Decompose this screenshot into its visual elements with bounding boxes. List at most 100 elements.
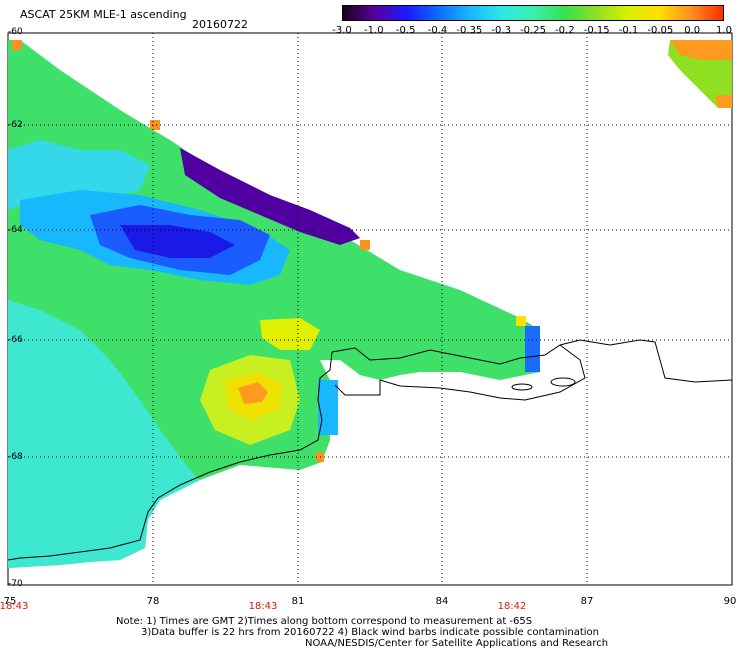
- colorbar-swatch: [523, 5, 528, 21]
- y-label: -68: [8, 452, 23, 462]
- note-line-3: NOAA/NESDIS/Center for Satellite Applica…: [305, 638, 609, 649]
- colorbar-swatch: [625, 5, 630, 21]
- colorbar-swatch: [650, 5, 655, 21]
- colorbar-swatch: [682, 5, 687, 21]
- colorbar-swatch: [599, 5, 604, 21]
- colorbar-swatch: [434, 5, 439, 21]
- colorbar-label: 1.0: [716, 25, 732, 36]
- colorbar-label: -0.35: [456, 25, 483, 36]
- colorbar-swatch: [539, 5, 544, 21]
- colorbar-label: -0.3: [491, 25, 511, 36]
- colorbar-swatch: [552, 5, 556, 21]
- colorbar-swatch: [698, 5, 703, 21]
- colorbar-label: -0.2: [555, 25, 575, 36]
- colorbar-swatch: [529, 5, 534, 21]
- colorbar-swatch: [462, 5, 467, 21]
- colorbar-swatch: [357, 5, 362, 21]
- colorbar-swatch: [377, 5, 381, 21]
- y-label: -62: [8, 120, 23, 130]
- colorbar-swatch: [392, 5, 397, 21]
- colorbar-swatch: [590, 5, 595, 21]
- colorbar-swatch: [380, 5, 384, 21]
- colorbar-swatch: [421, 5, 426, 21]
- colorbar-label: -0.25: [520, 25, 546, 36]
- colorbar-label: -0.15: [583, 25, 610, 36]
- colorbar-swatch: [673, 5, 677, 21]
- colorbar-swatch: [583, 5, 588, 21]
- x-label: 78: [146, 596, 160, 607]
- colorbar-swatch: [647, 5, 652, 21]
- x-label: 87: [580, 596, 594, 607]
- colorbar-swatch: [513, 5, 518, 21]
- x-label: 84: [435, 596, 449, 607]
- colorbar-swatch: [701, 5, 706, 21]
- colorbar-swatch: [386, 5, 391, 21]
- colorbar-swatch: [638, 5, 642, 21]
- colorbar-swatch: [593, 5, 598, 21]
- time-label: 18:42: [497, 601, 527, 612]
- colorbar-swatch: [603, 5, 607, 21]
- colorbar-swatch: [472, 5, 477, 21]
- colorbar-swatch: [622, 5, 626, 21]
- colorbar-swatch: [714, 5, 719, 21]
- colorbar-swatch: [354, 5, 359, 21]
- time-label: 18:43: [248, 601, 278, 612]
- colorbar-swatch: [628, 5, 633, 21]
- colorbar-swatch: [412, 5, 416, 21]
- colorbar-label: -0.1: [618, 25, 639, 36]
- colorbar-swatch: [447, 5, 451, 21]
- colorbar-swatch: [555, 5, 560, 21]
- colorbar-swatch: [685, 5, 690, 21]
- colorbar-swatch: [577, 5, 582, 21]
- colorbar-swatch: [475, 5, 480, 21]
- colorbar-swatch: [367, 5, 372, 21]
- colorbar-swatch: [342, 5, 346, 21]
- colorbar-swatch: [478, 5, 483, 21]
- colorbar-swatch: [634, 5, 639, 21]
- colorbar-swatch: [427, 5, 432, 21]
- colorbar-swatch: [507, 5, 512, 21]
- colorbar-swatch: [402, 5, 407, 21]
- colorbar-swatch: [660, 5, 665, 21]
- colorbar-swatch: [653, 5, 658, 21]
- colorbar-swatch: [631, 5, 636, 21]
- colorbar-swatch: [459, 5, 464, 21]
- colorbar-swatch: [564, 5, 569, 21]
- colorbar-swatch: [348, 5, 353, 21]
- colorbar-swatch: [408, 5, 413, 21]
- colorbar-swatch: [669, 5, 674, 21]
- colorbar-swatch: [580, 5, 585, 21]
- colorbar-swatch: [443, 5, 448, 21]
- colorbar-swatch: [491, 5, 496, 21]
- colorbar-swatch: [501, 5, 505, 21]
- colorbar-swatch: [389, 5, 394, 21]
- colorbar-label: -0.05: [647, 25, 674, 36]
- colorbar-label: -3.0: [332, 25, 352, 36]
- colorbar-swatch: [494, 5, 499, 21]
- gridlines: [8, 33, 732, 585]
- colorbar-swatch: [482, 5, 486, 21]
- x-label: 75: [3, 596, 17, 607]
- colorbar-swatch: [431, 5, 435, 21]
- y-label: -66: [8, 335, 23, 345]
- chart-date: 20160722: [192, 18, 248, 31]
- colorbar-swatch: [711, 5, 716, 21]
- colorbar-label: -1.0: [364, 25, 384, 36]
- colorbar-swatch: [517, 5, 521, 21]
- colorbar-swatch: [351, 5, 356, 21]
- colorbar-swatch: [571, 5, 575, 21]
- colorbar-swatch: [688, 5, 693, 21]
- colorbar-swatch: [370, 5, 375, 21]
- colorbar-swatch: [676, 5, 681, 21]
- x-label: 81: [291, 596, 305, 607]
- note-line-2: 3)Data buffer is 22 hrs from 20160722 4)…: [141, 627, 599, 638]
- colorbar-swatch: [415, 5, 419, 21]
- colorbar-swatch: [497, 5, 502, 21]
- colorbar-swatch: [542, 5, 547, 21]
- colorbar-swatch: [704, 5, 709, 21]
- colorbar-swatch: [561, 5, 566, 21]
- colorbar-swatch: [418, 5, 423, 21]
- colorbar-swatch: [596, 5, 601, 21]
- colorbar-swatch: [618, 5, 623, 21]
- colorbar-swatch: [644, 5, 649, 21]
